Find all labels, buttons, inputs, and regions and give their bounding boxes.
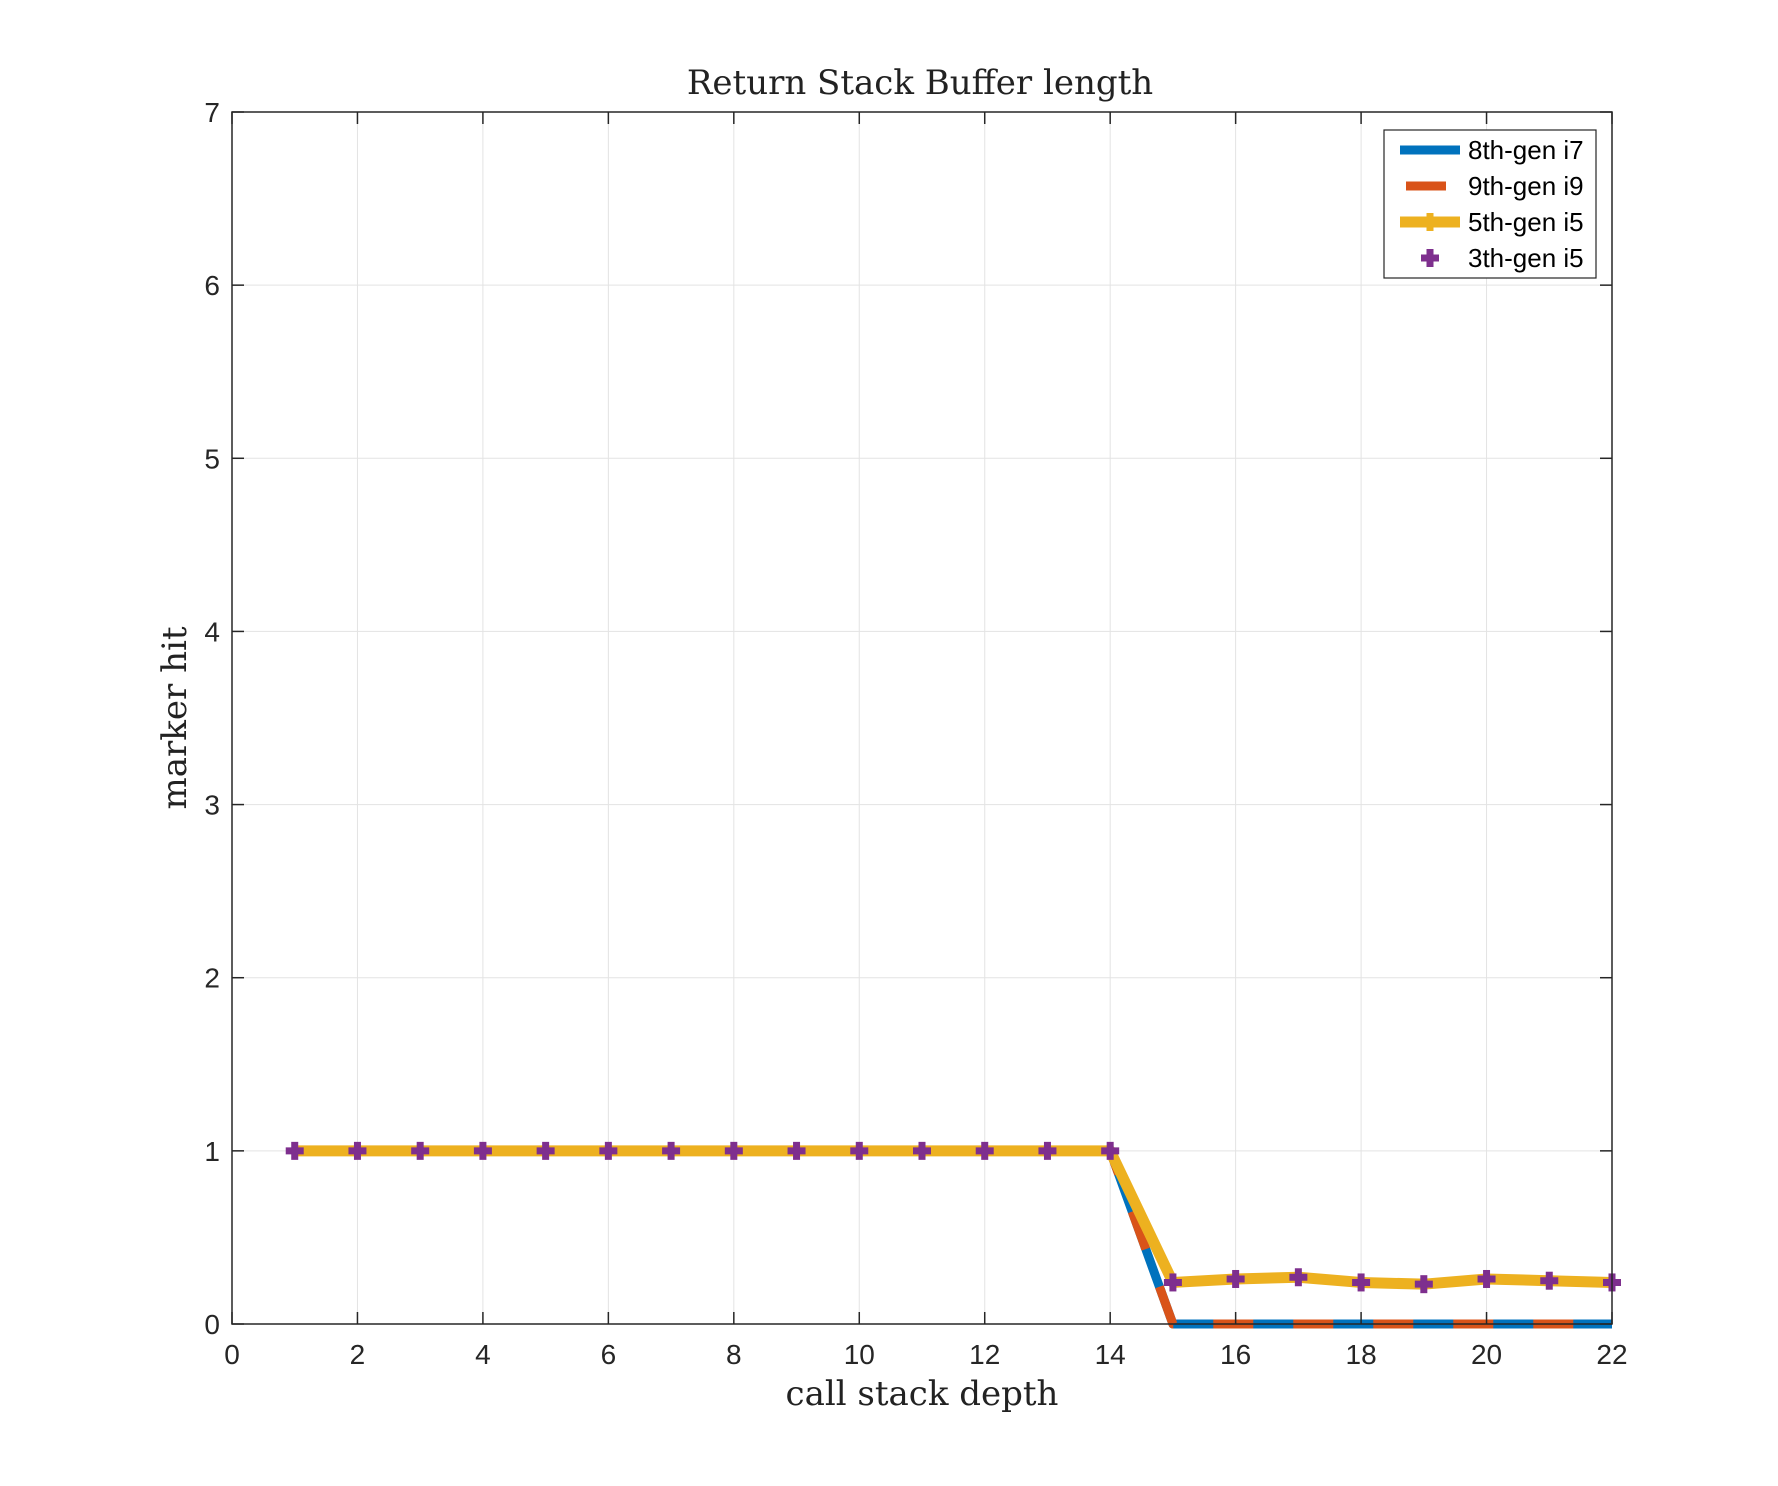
legend-marker: [1421, 213, 1439, 231]
data-point: [348, 1141, 367, 1160]
data-point: [1101, 1141, 1120, 1160]
data-point: [787, 1141, 806, 1160]
legend-marker: [1421, 249, 1439, 267]
data-point: [411, 1141, 430, 1160]
data-point: [285, 1141, 304, 1160]
ticks: [231, 111, 1613, 1325]
legend-box: [1383, 129, 1597, 279]
x-tick-label: 18: [1346, 1339, 1377, 1370]
data-point: [599, 1141, 618, 1160]
x-tick-label: 6: [601, 1339, 617, 1370]
x-tick-label: 16: [1220, 1339, 1251, 1370]
x-tick-label: 12: [969, 1339, 1000, 1370]
x-tick-label: 4: [475, 1339, 491, 1370]
legend-entry: 5th-gen i5: [1400, 207, 1584, 237]
y-tick-label: 6: [204, 270, 220, 301]
y-tick-label: 5: [204, 443, 220, 474]
y-tick-label: 3: [204, 790, 220, 821]
x-axis-label: call stack depth: [786, 1374, 1059, 1414]
x-tick-label: 14: [1095, 1339, 1126, 1370]
data-point: [473, 1141, 492, 1160]
y-tick-label: 0: [204, 1309, 220, 1340]
legend-entry: 8th-gen i7: [1400, 135, 1584, 165]
data-point: [913, 1141, 931, 1160]
legend: 8th-gen i7 9th-gen i9 5th-gen i5 3th-gen i5: [1383, 129, 1597, 279]
x-tick-label: 22: [1596, 1339, 1627, 1370]
data-point: [1414, 1275, 1433, 1294]
y-tick-label: 1: [204, 1136, 220, 1167]
y-tick-labels: 0 1 2 3 4 5 6 7: [204, 97, 220, 1340]
x-tick-label: 2: [350, 1339, 366, 1370]
data-point: [850, 1141, 869, 1160]
chart-title: Return Stack Buffer length: [687, 63, 1153, 103]
y-tick-label: 7: [204, 97, 220, 128]
data-point: [1477, 1269, 1496, 1288]
y-tick-label: 4: [204, 616, 220, 647]
legend-label: 5th-gen i5: [1468, 207, 1584, 237]
data-point: [1540, 1271, 1559, 1290]
legend-entry: 3th-gen i5: [1421, 243, 1584, 273]
plot-area: [232, 112, 1612, 1324]
legend-label: 8th-gen i7: [1468, 135, 1584, 165]
x-tick-label: 8: [726, 1339, 742, 1370]
axes-box: [231, 111, 1613, 1325]
data-point: [536, 1141, 555, 1160]
series-2: [294, 1145, 1613, 1290]
x-tick-labels: 0 2 4 6 8 10 12 14 16 18 20 22: [224, 1339, 1627, 1370]
data-point: [662, 1141, 681, 1160]
data-point: [724, 1141, 743, 1160]
data-point: [1289, 1268, 1308, 1287]
series-3: [285, 1141, 1621, 1294]
data-point: [1163, 1273, 1182, 1292]
data-point: [975, 1141, 994, 1160]
x-tick-label: 10: [844, 1339, 875, 1370]
data-point: [1226, 1269, 1245, 1288]
legend-entry: 9th-gen i9: [1406, 171, 1584, 201]
x-tick-label: 0: [224, 1339, 240, 1370]
legend-label: 9th-gen i9: [1468, 171, 1584, 201]
series-line: [294, 1145, 1613, 1290]
y-axis-label: marker hit: [155, 626, 195, 809]
y-tick-label: 2: [204, 963, 220, 994]
data-point: [1352, 1273, 1371, 1292]
data-point: [1038, 1141, 1057, 1160]
legend-label: 3th-gen i5: [1468, 243, 1584, 273]
x-tick-label: 20: [1471, 1339, 1502, 1370]
